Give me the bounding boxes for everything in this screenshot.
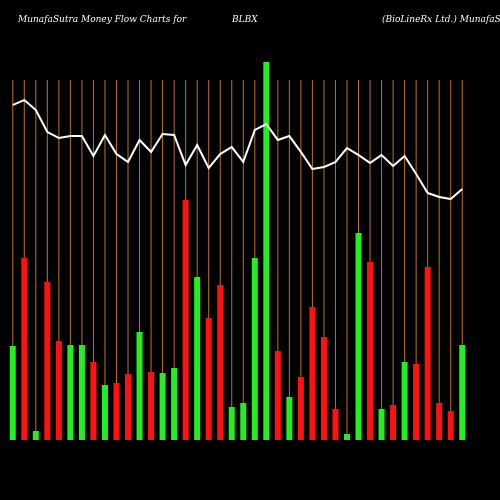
- bar: [447, 411, 454, 440]
- bar: [182, 200, 189, 440]
- bar: [125, 374, 132, 440]
- bar: [413, 364, 420, 440]
- bar: [436, 403, 443, 440]
- bar: [21, 258, 28, 440]
- bar: [251, 258, 258, 440]
- bar: [101, 385, 108, 440]
- ticker: BLBX: [231, 15, 258, 25]
- bar: [148, 372, 155, 440]
- bar: [217, 285, 224, 440]
- bar: [390, 405, 397, 440]
- bar: [159, 373, 166, 440]
- bar: [32, 431, 39, 440]
- bar: [263, 62, 270, 440]
- bar: [228, 407, 235, 440]
- bar: [113, 383, 120, 440]
- bar: [320, 337, 327, 440]
- bar: [90, 362, 97, 440]
- bar: [240, 403, 247, 440]
- bar: [297, 377, 304, 440]
- bar: [459, 345, 466, 440]
- bar: [274, 351, 281, 440]
- bar: [378, 409, 385, 440]
- bar: [55, 341, 62, 440]
- bar: [424, 267, 431, 440]
- bar: [9, 346, 16, 440]
- bar: [367, 262, 374, 440]
- bar: [171, 368, 178, 440]
- bar: [67, 345, 74, 440]
- company: (BioLineRx Ltd.) MunafaSutra: [382, 14, 500, 25]
- bar: [332, 409, 339, 440]
- bar: [194, 277, 201, 440]
- bar: [44, 282, 51, 440]
- bar: [286, 397, 293, 440]
- bar: [401, 362, 408, 440]
- bar: [355, 233, 362, 440]
- bar: [205, 318, 212, 440]
- bar: [343, 434, 350, 440]
- chart-title: MunafaSutra Money Flow Charts for: [17, 15, 187, 25]
- bar: [136, 332, 143, 440]
- bar: [78, 345, 85, 440]
- bar: [309, 307, 316, 440]
- price-line: [12, 98, 463, 201]
